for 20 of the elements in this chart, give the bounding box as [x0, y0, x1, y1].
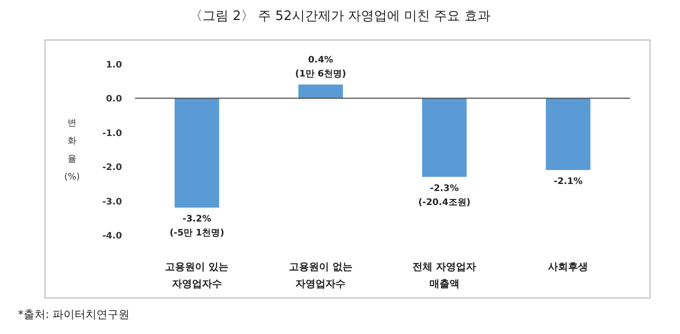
- x-tick-label: 전체 자영업자 매출액: [412, 262, 476, 290]
- y-tick-label: 1.0: [106, 60, 122, 70]
- annotation: (-5만 1천명): [170, 228, 224, 239]
- annotation: (-20.4조원): [418, 198, 470, 208]
- x-tick-label: 사회후생: [548, 262, 588, 273]
- y-axis-title: 변화율(%): [64, 118, 80, 182]
- x-tick-label: 고용원이 없는 자영업자수: [288, 262, 352, 290]
- chart-title: 〈그림 2〉 주 52시간제가 자영업에 미친 주요 효과: [190, 9, 490, 24]
- y-tick-label: -3.0: [102, 197, 122, 208]
- y-tick-label: -2.0: [102, 163, 122, 174]
- y-tick-label: 0.0: [106, 94, 122, 105]
- x-tick-label: 고용원이 있는 자영업자수: [165, 262, 229, 290]
- y-tick-label: -1.0: [102, 128, 122, 139]
- data-label: 0.4%: [308, 56, 334, 66]
- data-label: -2.3%: [430, 184, 459, 194]
- annotation: (1만 6천명): [295, 70, 346, 80]
- text: *출처: 파이터치연구원: [18, 308, 130, 321]
- data-label: -2.1%: [554, 177, 582, 188]
- y-tick-label: -4.0: [102, 232, 122, 242]
- data-label: -3.2%: [182, 214, 212, 225]
